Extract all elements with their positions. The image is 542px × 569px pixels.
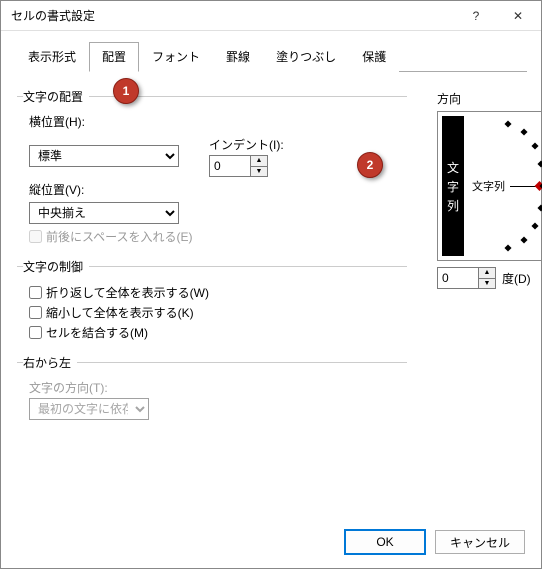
- text-alignment-group: 文字の配置 横位置(H): 標準 インデント(I): ▲: [17, 88, 407, 250]
- orientation-tick: [531, 142, 538, 149]
- checkbox-input[interactable]: [29, 286, 42, 299]
- wrap-text-checkbox[interactable]: 折り返して全体を表示する(W): [29, 284, 407, 301]
- dialog-footer: OK キャンセル: [1, 518, 541, 568]
- orientation-tick: [537, 160, 542, 167]
- tab-label: 表示形式: [28, 50, 76, 64]
- orientation-control[interactable]: 文字列 文字列: [437, 111, 542, 261]
- help-icon: ?: [473, 9, 480, 23]
- tab-fill[interactable]: 塗りつぶし: [263, 42, 349, 72]
- spin-down-icon[interactable]: ▼: [251, 167, 267, 177]
- tab-label: 保護: [362, 50, 386, 64]
- checkbox-input: [29, 230, 42, 243]
- orientation-tick: [531, 222, 538, 229]
- indent-label: インデント(I):: [209, 136, 284, 153]
- merge-cells-checkbox[interactable]: セルを結合する(M): [29, 324, 407, 341]
- orientation-tick: [504, 244, 511, 251]
- annotation-callout-2: 2: [357, 152, 383, 178]
- indent-input[interactable]: [210, 156, 250, 176]
- help-button[interactable]: ?: [455, 2, 497, 30]
- tab-label: フォント: [152, 50, 200, 64]
- shrink-to-fit-checkbox[interactable]: 縮小して全体を表示する(K): [29, 304, 407, 321]
- orientation-dial-text: 文字列: [472, 178, 505, 194]
- orientation-tick: [520, 236, 527, 243]
- right-to-left-group: 右から左 文字の方向(T): 最初の文字に依存: [17, 354, 407, 422]
- format-cells-dialog: セルの書式設定 ? ✕ 表示形式 配置 フォント 罫線 塗りつぶし 保護 文字の…: [0, 0, 542, 569]
- indent-spinner[interactable]: ▲ ▼: [209, 155, 268, 177]
- tab-label: 罫線: [226, 50, 250, 64]
- ok-button[interactable]: OK: [345, 530, 425, 554]
- checkbox-input[interactable]: [29, 306, 42, 319]
- titlebar: セルの書式設定 ? ✕: [1, 1, 541, 31]
- annotation-callout-1: 1: [113, 78, 139, 104]
- text-direction-label: 文字の方向(T):: [29, 379, 407, 396]
- close-button[interactable]: ✕: [497, 2, 539, 30]
- vertical-label: 縦位置(V):: [29, 181, 407, 198]
- orientation-tick: [520, 128, 527, 135]
- checkbox-label: セルを結合する(M): [46, 324, 148, 341]
- tabstrip: 表示形式 配置 フォント 罫線 塗りつぶし 保護: [1, 31, 541, 71]
- cancel-button[interactable]: キャンセル: [435, 530, 525, 554]
- tab-protection[interactable]: 保護: [349, 42, 399, 72]
- justify-distributed-checkbox: 前後にスペースを入れる(E): [29, 228, 407, 245]
- window-title: セルの書式設定: [11, 7, 455, 24]
- tab-content: 文字の配置 横位置(H): 標準 インデント(I): ▲: [1, 72, 541, 518]
- button-label: OK: [376, 535, 393, 549]
- tab-label: 塗りつぶし: [276, 50, 336, 64]
- checkbox-input[interactable]: [29, 326, 42, 339]
- tab-label: 配置: [102, 50, 126, 64]
- spin-up-icon[interactable]: ▲: [479, 268, 495, 279]
- vertical-combo[interactable]: 中央揃え: [29, 202, 179, 224]
- degrees-label: 度(D): [502, 270, 531, 287]
- tab-alignment[interactable]: 配置: [89, 42, 139, 72]
- spin-up-icon[interactable]: ▲: [251, 156, 267, 167]
- checkbox-label: 前後にスペースを入れる(E): [46, 228, 193, 245]
- checkbox-label: 折り返して全体を表示する(W): [46, 284, 209, 301]
- orientation-tick: [537, 204, 542, 211]
- degrees-input[interactable]: [438, 268, 478, 288]
- horizontal-label: 横位置(H):: [29, 113, 407, 130]
- orientation-tick: [504, 120, 511, 127]
- text-control-group: 文字の制御 折り返して全体を表示する(W) 縮小して全体を表示する(K) セルを…: [17, 258, 407, 346]
- orientation-vertical-button[interactable]: 文字列: [442, 116, 464, 256]
- orientation-label: 方向: [437, 90, 542, 107]
- text-direction-combo: 最初の文字に依存: [29, 398, 149, 420]
- tab-font[interactable]: フォント: [139, 42, 213, 72]
- checkbox-label: 縮小して全体を表示する(K): [46, 304, 194, 321]
- button-label: キャンセル: [450, 536, 510, 550]
- group-label: 右から左: [23, 354, 77, 371]
- close-icon: ✕: [513, 9, 523, 23]
- horizontal-combo[interactable]: 標準: [29, 145, 179, 167]
- tab-number[interactable]: 表示形式: [15, 42, 89, 72]
- spin-down-icon[interactable]: ▼: [479, 279, 495, 289]
- orientation-dial[interactable]: 文字列: [468, 116, 542, 256]
- group-label: 文字の配置: [23, 88, 89, 105]
- group-label: 文字の制御: [23, 258, 89, 275]
- tab-border[interactable]: 罫線: [213, 42, 263, 72]
- degrees-spinner[interactable]: ▲ ▼: [437, 267, 496, 289]
